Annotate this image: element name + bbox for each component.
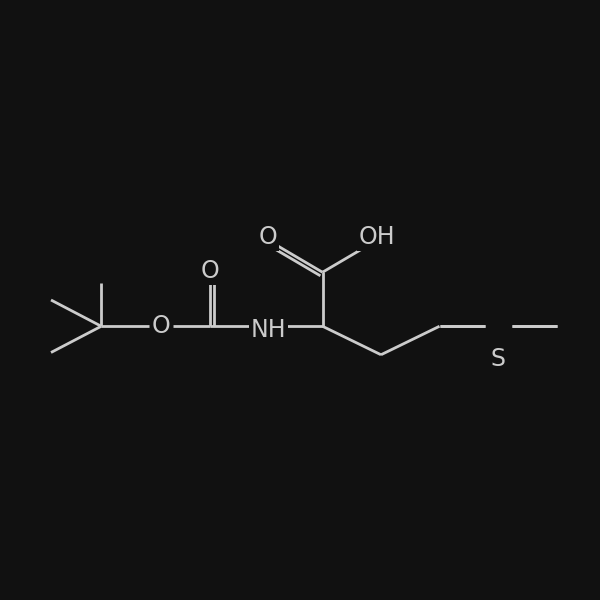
Text: O: O [200, 259, 220, 283]
Text: O: O [259, 225, 277, 249]
Text: NH: NH [251, 318, 286, 342]
Text: S: S [491, 346, 506, 370]
Text: O: O [152, 314, 170, 338]
Text: OH: OH [359, 225, 395, 249]
